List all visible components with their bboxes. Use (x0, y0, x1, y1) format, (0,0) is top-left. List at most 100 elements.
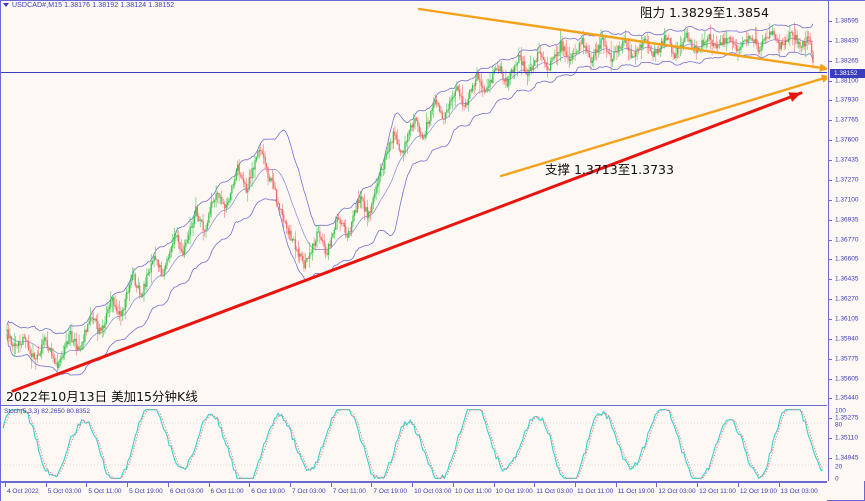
price-tick (829, 318, 832, 320)
pane-divider (1, 405, 827, 406)
chevron-down-icon[interactable] (3, 3, 9, 8)
price-tick (829, 100, 832, 102)
stoch-scale-label: 0 (835, 475, 839, 483)
time-tick (5, 483, 6, 487)
price-tick-label: 1.37765 (835, 116, 859, 124)
time-tick-label: 6 Oct 03:00 (169, 488, 204, 495)
time-tick (534, 483, 536, 487)
time-tick-label: 10 Oct 11:00 (454, 488, 492, 495)
stochastic-label: Stoch(5,3,3) 82.2650 80.8352 (4, 408, 91, 415)
price-tick-label: 1.35110 (835, 434, 859, 442)
current-price-line (1, 72, 827, 74)
price-tick (829, 458, 832, 459)
time-tick (249, 483, 251, 487)
chart-caption: 2022年10月13日 美加15分钟K线 (6, 389, 198, 404)
stoch-k-line (2, 409, 824, 480)
resistance-trendline (417, 7, 827, 72)
time-tick-label: 12 Oct 03:00 (658, 488, 696, 495)
price-tick (829, 398, 832, 400)
price-tick (829, 219, 832, 221)
price-chart-pane[interactable]: USDCAD#,M15 1.38176 1.38192 1.38124 1.38… (1, 1, 827, 405)
price-tick-label: 1.35605 (835, 375, 859, 383)
price-tick-label: 1.35275 (835, 414, 859, 422)
price-tick-label: 1.35775 (835, 355, 859, 363)
price-tick (829, 21, 832, 22)
price-tick-label: 1.37435 (835, 156, 859, 164)
current-price-label: 1.38152 (830, 68, 865, 78)
price-tick (829, 239, 832, 241)
time-tick (208, 483, 210, 487)
price-tick (829, 338, 832, 340)
price-tick (829, 140, 832, 142)
time-tick-label: 6 Oct 11:00 (210, 488, 244, 495)
price-tick (829, 160, 832, 162)
time-tick-label: 5 Oct 19:00 (129, 488, 163, 495)
time-tick-label: 4 Oct 2022 (7, 488, 39, 495)
time-tick-label: 13 Oct 03:00 (780, 488, 818, 495)
price-tick (829, 279, 832, 281)
price-series-svg (6, 7, 827, 393)
stochastic-series-svg (1, 409, 827, 480)
price-tick-label: 1.37600 (835, 136, 859, 144)
price-tick-label: 1.37930 (835, 96, 859, 104)
price-axis[interactable]: 1.38595 1.38430 1.38265 1.38100 1.37930 1.377… (828, 1, 865, 483)
symbol-info-bar: USDCAD#,M15 1.38176 1.38192 1.38124 1.38… (3, 2, 174, 13)
time-axis[interactable]: 4 Oct 2022 5 Oct 03:00 5 Oct 11:00 5 Oct 19… (1, 482, 827, 501)
time-tick-label: 12 Oct 19:00 (739, 488, 778, 495)
time-tick (697, 483, 699, 487)
resistance-annotation: 阻力 1.3829至1.3854 (640, 5, 769, 20)
stoch-scale-label: 100 (835, 407, 846, 415)
price-tick-label: 1.38430 (835, 37, 859, 45)
time-tick-label: 11 Oct 03:00 (536, 488, 573, 495)
price-tick (829, 120, 832, 122)
price-tick (829, 438, 832, 440)
time-tick-label: 5 Oct 11:00 (88, 488, 122, 495)
time-tick-label: 11 Oct 19:00 (617, 488, 655, 495)
time-tick-label: 7 Oct 11:00 (332, 488, 366, 495)
time-tick-label: 10 Oct 03:00 (414, 488, 452, 495)
price-tick-label: 1.35940 (835, 335, 859, 343)
time-tick (493, 483, 495, 487)
time-tick-label: 11 Oct 11:00 (576, 488, 614, 495)
time-tick (412, 483, 414, 487)
symbol-info-text: USDCAD#,M15 1.38176 1.38192 1.38124 1.38… (12, 2, 175, 9)
time-tick-label: 6 Oct 19:00 (251, 488, 285, 495)
time-tick (778, 483, 780, 487)
time-tick-label: 5 Oct 03:00 (47, 488, 82, 495)
time-tick (452, 483, 454, 487)
time-tick (371, 483, 373, 487)
price-tick-label: 1.36935 (835, 216, 859, 224)
price-tick (829, 378, 832, 380)
candlesticks (6, 22, 814, 375)
time-tick-label: 7 Oct 03:00 (291, 488, 326, 495)
time-tick-label: 12 Oct 11:00 (699, 488, 736, 495)
price-tick-label: 1.36605 (835, 255, 859, 263)
price-tick (829, 299, 832, 301)
price-tick-label: 1.36435 (835, 275, 859, 283)
support-annotation: 支撑 1.3713至1.3733 (545, 162, 674, 177)
price-tick-label: 1.37270 (835, 176, 859, 184)
stoch-d-line (2, 409, 824, 479)
time-tick-label: 7 Oct 19:00 (373, 488, 408, 495)
pane-divider-bottom (1, 481, 827, 482)
stoch-scale-label: 80 (835, 421, 843, 429)
time-tick (167, 483, 169, 487)
support-trendline (499, 74, 827, 178)
price-tick (829, 80, 832, 82)
time-tick (45, 483, 47, 487)
price-tick (829, 179, 832, 181)
price-tick (829, 418, 832, 420)
time-tick (656, 483, 658, 487)
time-tick (86, 483, 88, 487)
price-tick (829, 259, 832, 261)
price-tick-label: 1.36105 (835, 315, 859, 323)
time-tick (574, 483, 576, 487)
price-tick-label: 1.38100 (835, 77, 859, 85)
stochastic-pane[interactable]: Stoch(5,3,3) 82.2650 80.8352 (1, 407, 827, 481)
time-tick (615, 483, 617, 487)
price-tick (829, 40, 832, 42)
price-tick-label: 1.38595 (835, 17, 859, 25)
price-tick (829, 199, 832, 201)
price-tick (829, 60, 832, 62)
